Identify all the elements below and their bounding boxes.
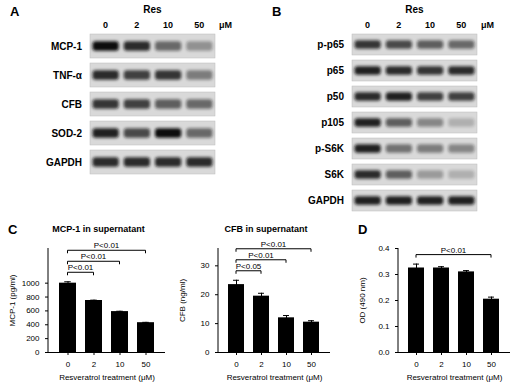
svg-text:0: 0 — [205, 348, 210, 357]
html-text:MCP-1 in supernatant: MCP-1 in supernatant — [52, 224, 145, 234]
svg-text:p65: p65 — [327, 65, 345, 76]
svg-text:2: 2 — [134, 20, 139, 30]
svg-text:B: B — [272, 4, 281, 19]
svg-text:0: 0 — [234, 360, 239, 369]
svg-text:GAPDH: GAPDH — [308, 195, 344, 206]
svg-text:50: 50 — [142, 360, 151, 369]
svg-text:10: 10 — [462, 360, 471, 369]
svg-text:μM: μM — [219, 20, 232, 30]
svg-text:2: 2 — [259, 360, 264, 369]
svg-text:2: 2 — [396, 20, 401, 30]
svg-text:Resveratrol treatment (μM): Resveratrol treatment (μM) — [407, 373, 503, 382]
svg-text:50: 50 — [307, 360, 316, 369]
svg-text:0: 0 — [35, 348, 40, 357]
svg-text:30: 30 — [201, 261, 210, 270]
svg-text:20: 20 — [201, 290, 210, 299]
svg-text:10: 10 — [163, 20, 173, 30]
svg-text:10: 10 — [282, 360, 291, 369]
svg-text:400: 400 — [26, 320, 40, 329]
svg-text:10: 10 — [425, 20, 435, 30]
svg-text:0: 0 — [414, 360, 419, 369]
svg-text:p-S6K: p-S6K — [315, 143, 345, 154]
svg-text:200: 200 — [26, 334, 40, 343]
svg-text:CFB (ng/ml): CFB (ng/ml) — [178, 279, 187, 322]
svg-text:P<0.05: P<0.05 — [236, 262, 262, 271]
svg-text:0.2: 0.2 — [378, 296, 390, 305]
svg-text:10: 10 — [116, 360, 125, 369]
svg-text:S6K: S6K — [325, 169, 345, 180]
svg-text:p105: p105 — [321, 117, 344, 128]
svg-text:P<0.01: P<0.01 — [94, 241, 120, 250]
html-text:C: C — [8, 222, 18, 237]
svg-text:10: 10 — [201, 319, 210, 328]
html-text:D: D — [358, 222, 368, 237]
svg-text:50: 50 — [194, 20, 204, 30]
svg-text:p-p65: p-p65 — [317, 39, 344, 50]
svg-text:P<0.01: P<0.01 — [441, 246, 467, 255]
html-text:CFB in supernatant: CFB in supernatant — [224, 224, 308, 234]
svg-text:TNF-α: TNF-α — [53, 70, 83, 81]
svg-text:50: 50 — [487, 360, 496, 369]
svg-text:0.1: 0.1 — [378, 322, 390, 331]
svg-text:0.0: 0.0 — [378, 348, 390, 357]
svg-text:Resveratrol treatment (μM): Resveratrol treatment (μM) — [59, 373, 155, 382]
svg-text:50: 50 — [456, 20, 466, 30]
svg-text:SOD-2: SOD-2 — [51, 128, 82, 139]
svg-text:2: 2 — [92, 360, 97, 369]
svg-text:Res: Res — [405, 4, 424, 15]
svg-text:OD (490 nm): OD (490 nm) — [358, 277, 367, 324]
svg-text:p50: p50 — [327, 91, 345, 102]
svg-text:0: 0 — [66, 360, 71, 369]
svg-text:0: 0 — [365, 20, 370, 30]
svg-text:Res: Res — [143, 4, 162, 15]
svg-text:1000: 1000 — [22, 279, 40, 288]
svg-text:0.4: 0.4 — [378, 244, 390, 253]
svg-text:MCP-1: MCP-1 — [51, 41, 83, 52]
svg-text:0.3: 0.3 — [378, 270, 390, 279]
svg-text:μM: μM — [481, 20, 494, 30]
svg-text:P<0.01: P<0.01 — [261, 240, 287, 249]
svg-text:P<0.01: P<0.01 — [248, 251, 274, 260]
svg-text:0: 0 — [103, 20, 108, 30]
svg-text:GAPDH: GAPDH — [46, 157, 82, 168]
svg-text:P<0.01: P<0.01 — [68, 263, 94, 272]
svg-text:MCP-1 (pg/ml): MCP-1 (pg/ml) — [8, 274, 17, 326]
svg-text:600: 600 — [26, 306, 40, 315]
svg-text:P<0.01: P<0.01 — [81, 252, 107, 261]
svg-text:800: 800 — [26, 293, 40, 302]
svg-text:2: 2 — [439, 360, 444, 369]
svg-text:A: A — [10, 4, 20, 19]
svg-text:Resveratrol treatment (μM): Resveratrol treatment (μM) — [227, 373, 323, 382]
svg-text:CFB: CFB — [61, 99, 82, 110]
